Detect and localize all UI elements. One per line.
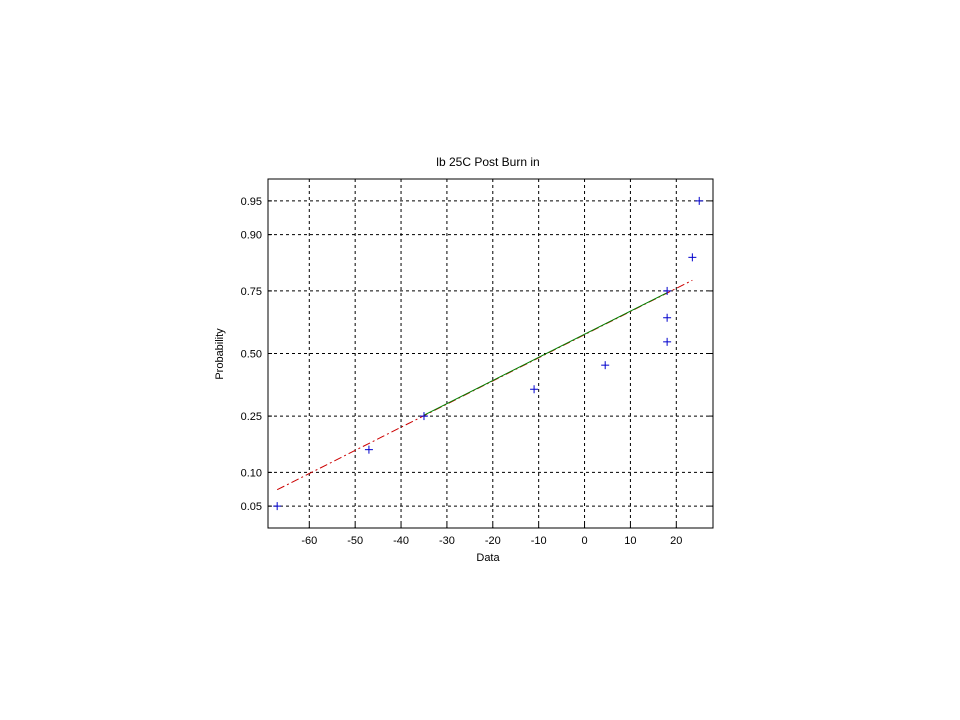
plot-border [267,178,714,529]
y-tick-label: 0.75 [241,286,262,298]
x-tick-label: -40 [393,535,409,547]
x-tick-label: 20 [670,535,682,547]
y-axis-label: Probability [214,328,226,380]
y-tick-label: 0.95 [241,196,262,208]
data-point-plus [530,385,539,394]
data-series [273,196,704,511]
y-tick-label: 0.10 [241,467,262,479]
x-tick-label: -50 [347,535,363,547]
x-tick-label: 10 [624,535,636,547]
data-point-plus [419,412,428,421]
fit-line-solid [423,292,668,416]
y-tick-label: 0.90 [241,230,262,242]
data-point-plus [663,313,672,322]
axis-ticks: -60 -50 -40 -30 -20 -10 0 10 20 0.05 0.10 0.25 0.50 0… [241,196,713,547]
data-point-plus [663,286,672,295]
x-tick-label: 0 [581,535,587,547]
y-tick-label: 0.25 [241,411,262,423]
y-tick-label: 0.50 [241,349,262,361]
x-tick-label: -10 [531,535,547,547]
data-point-plus [364,445,373,454]
data-point-plus [273,502,282,511]
x-tick-label: -20 [485,535,501,547]
data-point-plus [688,253,697,262]
data-point-plus [695,196,704,205]
x-axis-label: Data [476,552,500,564]
y-tick-label: 0.05 [241,501,262,513]
chart-title: lb 25C Post Burn in [436,155,539,169]
data-point-plus [663,337,672,346]
grid [268,179,713,528]
x-tick-label: -60 [301,535,317,547]
x-tick-label: -30 [439,535,455,547]
data-point-plus [601,361,610,370]
